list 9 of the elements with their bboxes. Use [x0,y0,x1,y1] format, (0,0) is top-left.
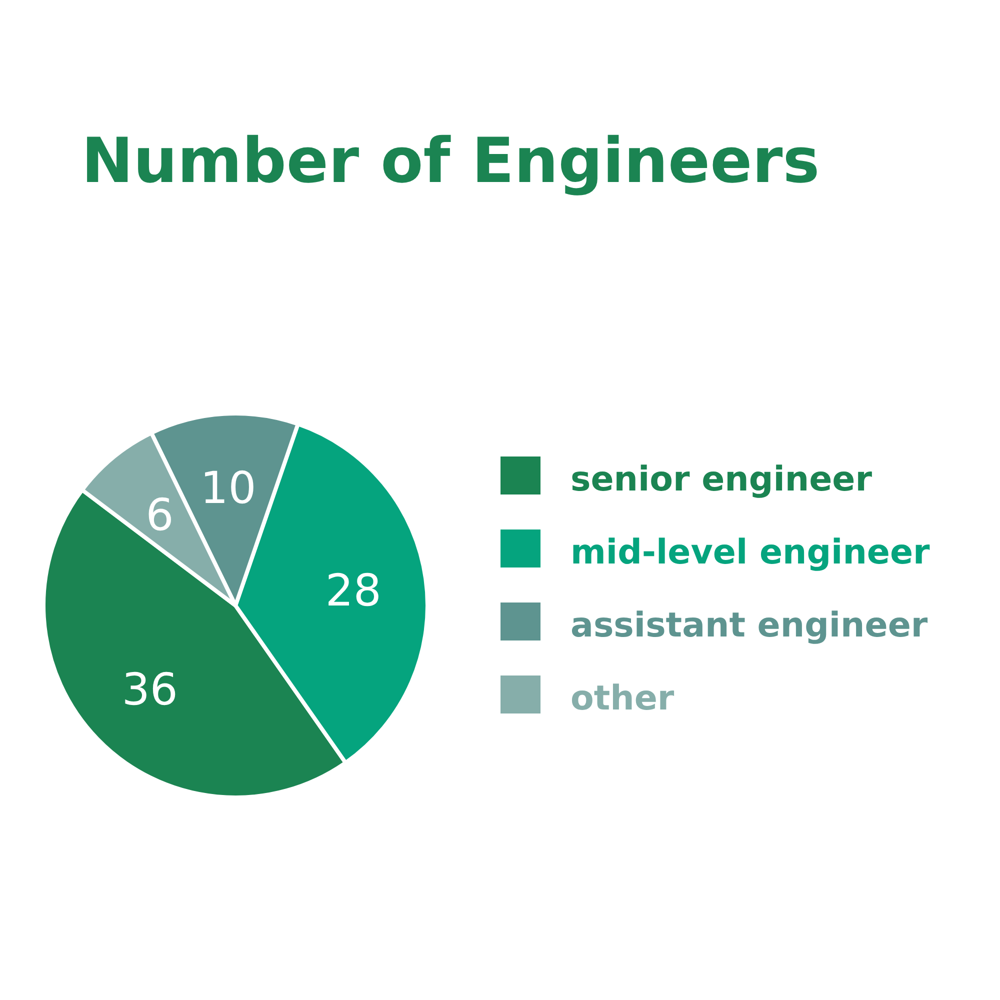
legend-label: mid-level engineer [570,532,930,572]
chart-title: Number of Engineers [81,124,820,197]
legend-label: senior engineer [570,460,872,500]
data-label: 28 [325,565,382,616]
legend-label: other [570,678,674,718]
legend-label: assistant engineer [570,606,928,646]
data-label: 6 [146,490,174,542]
data-label: 36 [122,664,178,716]
data-label: 10 [200,463,256,514]
